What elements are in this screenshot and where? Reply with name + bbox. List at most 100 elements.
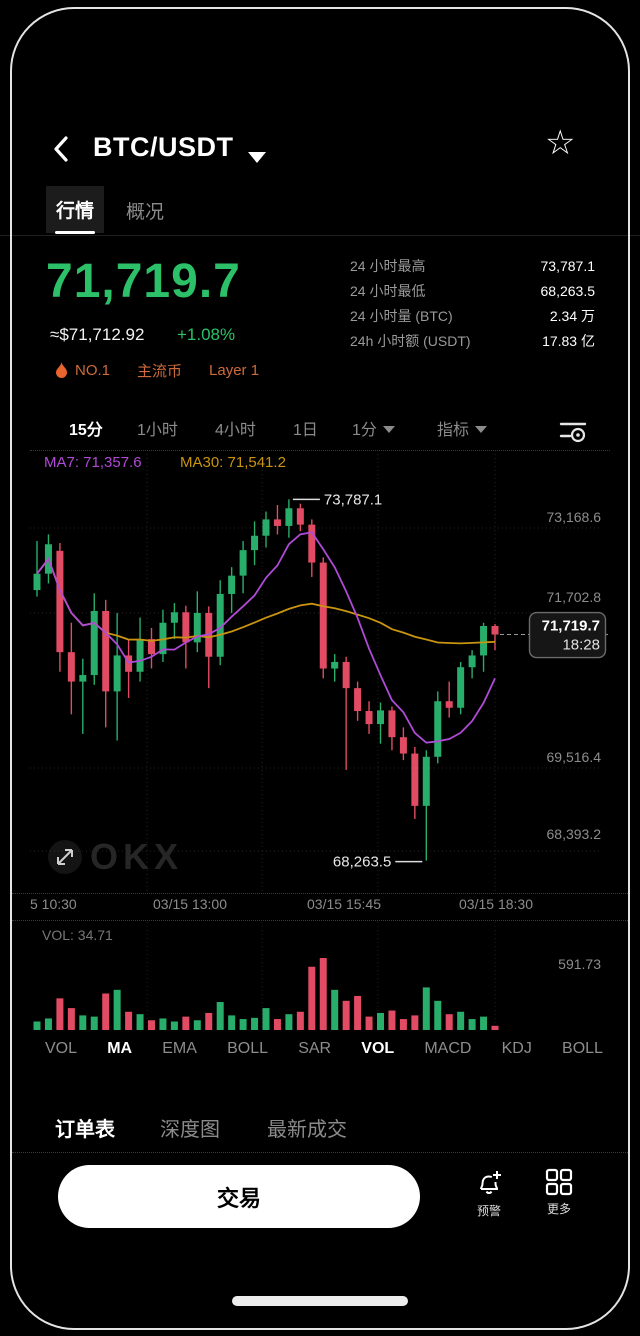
pair-title[interactable]: BTC/USDT (93, 132, 234, 162)
timeframe-label: 15分 (69, 422, 103, 439)
volume-max-label: 591.73 (558, 956, 601, 972)
x-axis-label: 03/15 13:00 (153, 896, 227, 912)
timeframe-4小时[interactable]: 4小时 (215, 416, 256, 440)
header-divider (0, 235, 640, 236)
volume-current-label: VOL: 34.71 (42, 927, 113, 943)
badge-label: Layer 1 (209, 362, 260, 379)
stat-row: 24 小时量 (BTC) 2.34 万 (350, 303, 595, 328)
stat-value: 2.34 万 (549, 307, 595, 324)
bottom-tab-depth[interactable]: 深度图 (160, 1119, 220, 1141)
price-change: +1.08% (177, 325, 236, 344)
pair-dropdown-caret-icon[interactable] (248, 152, 266, 163)
y-axis-label: 71,702.8 (547, 589, 602, 605)
back-chevron-icon (54, 136, 68, 162)
tab-overview[interactable]: 概况 (126, 202, 165, 223)
more-label: 更多 (546, 1202, 571, 1216)
volume-bars (33, 958, 499, 1030)
timeframe-1分[interactable]: 1分 (352, 416, 395, 440)
alert-label: 预警 (476, 1204, 501, 1218)
bottom-tab-trades[interactable]: 最新成交 (267, 1119, 347, 1141)
tab-market[interactable]: 行情 (46, 186, 104, 233)
timeframe-label: 1分 (352, 422, 377, 439)
alert-bell-plus-icon (480, 1171, 501, 1194)
chart-settings-icon (559, 422, 587, 443)
y-axis-label: 69,516.4 (547, 749, 602, 765)
stat-row: 24 小时最高 73,787.1 (350, 253, 595, 278)
timeframe-1小时[interactable]: 1小时 (137, 416, 178, 440)
indicator-tab-boll[interactable]: BOLL (562, 1040, 603, 1057)
ma30-legend: MA30: 71,541.2 (180, 454, 286, 471)
more-grid-icon (545, 1168, 573, 1196)
timeframe-label: 指标 (437, 422, 470, 439)
timeframe-label: 4小时 (215, 422, 256, 439)
indicator-tab-vol[interactable]: VOL (45, 1040, 78, 1057)
stat-label: 24 小时最低 (350, 282, 426, 299)
candlestick-chart[interactable]: 73,168.6 71,702.8 69,516.4 68,393.2 OKX 73,78… (30, 452, 610, 898)
watermark: OKX (48, 836, 183, 877)
stat-row: 24 小时最低 68,263.5 (350, 278, 595, 303)
token-badge[interactable]: NO.1 (55, 362, 110, 379)
stat-label: 24 小时量 (BTC) (350, 307, 453, 324)
volume-chart[interactable]: VOL: 34.71 591.73 (30, 922, 610, 1035)
current-price-text: 71,719.7 (542, 618, 600, 635)
home-indicator[interactable] (232, 1296, 408, 1306)
divider (12, 920, 628, 921)
expand-arrows-icon (57, 849, 73, 865)
timeframe-label: 1小时 (137, 422, 178, 439)
more-button[interactable]: 更多 (528, 1168, 590, 1217)
token-badge[interactable]: 主流币 (137, 360, 182, 381)
timeframe-1日[interactable]: 1日 (293, 416, 318, 440)
flame-icon (56, 362, 67, 378)
divider (12, 893, 628, 894)
x-axis-label: 03/15 15:45 (307, 896, 381, 912)
x-axis-label: 03/15 18:30 (459, 896, 533, 912)
stat-value: 17.83 亿 (542, 332, 595, 349)
caret-down-icon (382, 426, 395, 433)
indicator-tab-vol[interactable]: VOL (361, 1040, 395, 1057)
badge-row: NO.1 主流币 Layer 1 (55, 360, 286, 381)
timeframe-指标[interactable]: 指标 (437, 416, 488, 440)
chart-settings-button[interactable] (558, 418, 588, 444)
favorite-star-icon[interactable]: ☆ (545, 124, 576, 162)
y-axis-label: 73,168.6 (547, 509, 602, 525)
timeframe-15分[interactable]: 15分 (69, 416, 103, 440)
high-annotation: 73,787.1 (324, 491, 382, 508)
indicator-tab-kdj[interactable]: KDJ (501, 1040, 532, 1057)
indicator-row: VOL MA EMA BOLL SAR VOL MACD KDJ BOLL (45, 1040, 603, 1058)
indicator-tab-sar[interactable]: SAR (298, 1040, 332, 1057)
badge-label: NO.1 (75, 362, 111, 379)
trade-button[interactable]: 交易 (58, 1165, 420, 1228)
caret-down-icon (475, 426, 488, 433)
low-annotation: 68,263.5 (333, 854, 391, 871)
indicator-tab-ma[interactable]: MA (107, 1040, 133, 1057)
x-axis-label: 5 10:30 (30, 896, 77, 912)
back-button[interactable] (46, 130, 76, 168)
bottom-tab-orderbook[interactable]: 订单表 (55, 1119, 115, 1141)
stat-label: 24 小时最高 (350, 257, 426, 274)
stat-value: 73,787.1 (540, 257, 596, 274)
stats-panel: 24 小时最高 73,787.1 24 小时最低 68,263.5 24 小时量 (BT… (350, 253, 595, 353)
ma30-line (36, 557, 496, 645)
last-price: 71,719.7 (46, 255, 241, 308)
divider (12, 1152, 628, 1153)
okx-watermark: OKX (90, 836, 183, 877)
badge-label: 主流币 (137, 363, 183, 380)
tab-active-underline (55, 231, 95, 234)
stat-value: 68,263.5 (540, 282, 596, 299)
current-time-text: 18:28 (562, 637, 600, 654)
timeframe-label: 1日 (293, 422, 318, 439)
stat-row: 24h 小时额 (USDT) 17.83 亿 (350, 328, 595, 353)
divider (30, 450, 610, 451)
alert-button[interactable]: 预警 (458, 1168, 520, 1219)
indicator-tab-macd[interactable]: MACD (424, 1040, 472, 1057)
token-badge[interactable]: Layer 1 (209, 362, 259, 379)
stat-label: 24h 小时额 (USDT) (350, 332, 471, 349)
current-price-badge[interactable]: 71,719.7 18:28 (528, 611, 607, 659)
candles (33, 499, 499, 861)
ma7-legend: MA7: 71,357.6 (44, 454, 142, 471)
y-axis-label: 68,393.2 (547, 826, 602, 842)
indicator-tab-boll[interactable]: BOLL (227, 1040, 269, 1057)
indicator-tab-ema[interactable]: EMA (162, 1040, 197, 1057)
ma7-line (36, 531, 496, 744)
fiat-price: ≈$71,712.92 (50, 325, 145, 344)
